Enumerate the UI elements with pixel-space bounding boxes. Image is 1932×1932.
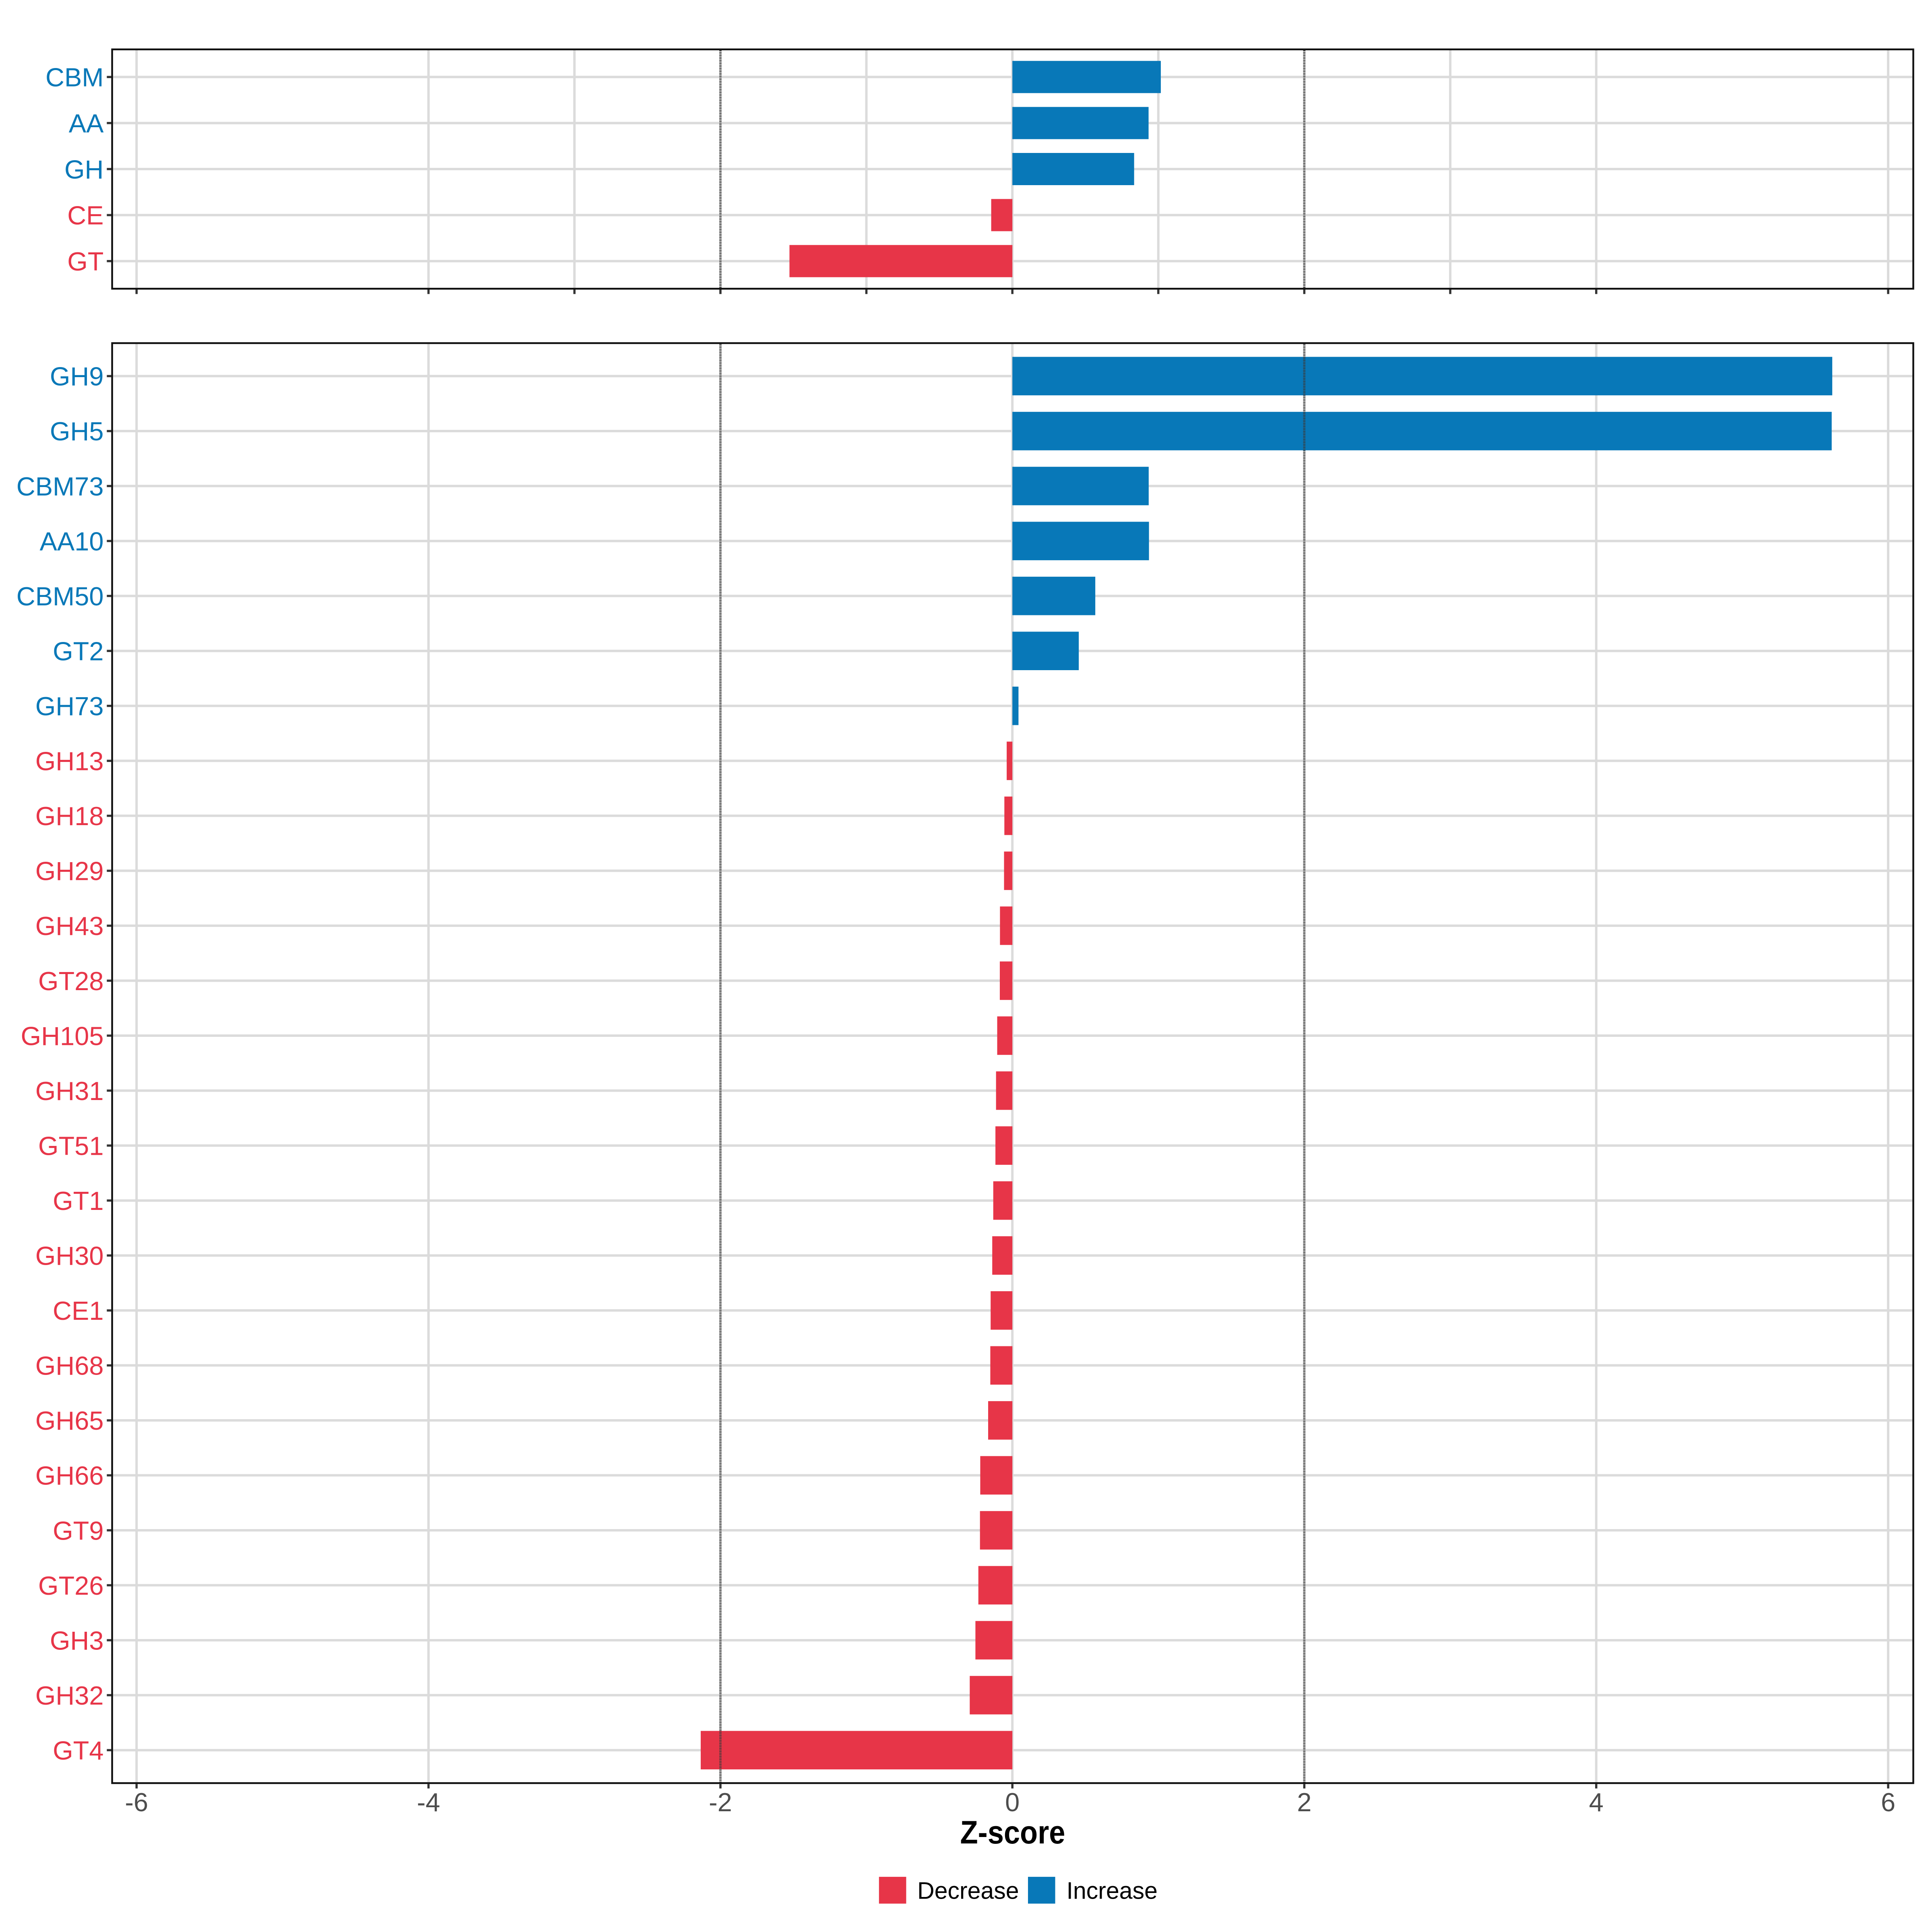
svg-text:GH: GH xyxy=(64,155,104,184)
svg-text:Z-score: Z-score xyxy=(960,1814,1065,1851)
svg-text:GH29: GH29 xyxy=(35,857,104,886)
svg-text:CE: CE xyxy=(67,201,103,230)
svg-text:CBM73: CBM73 xyxy=(17,472,104,501)
svg-text:GT26: GT26 xyxy=(38,1571,104,1600)
svg-text:GT28: GT28 xyxy=(38,966,104,996)
svg-text:GH66: GH66 xyxy=(35,1461,104,1490)
svg-text:Decrease: Decrease xyxy=(917,1878,1019,1904)
svg-text:CBM50: CBM50 xyxy=(17,582,104,611)
svg-text:GH13: GH13 xyxy=(35,747,104,776)
svg-text:GH31: GH31 xyxy=(35,1076,104,1106)
svg-text:GH18: GH18 xyxy=(35,801,104,831)
svg-text:GT: GT xyxy=(67,247,103,276)
svg-text:0: 0 xyxy=(1005,1788,1020,1817)
svg-text:GH73: GH73 xyxy=(35,691,104,721)
svg-text:AA10: AA10 xyxy=(39,526,103,556)
svg-text:-6: -6 xyxy=(125,1788,148,1817)
svg-text:CBM: CBM xyxy=(45,63,103,92)
svg-text:GT1: GT1 xyxy=(53,1186,103,1216)
svg-text:GT9: GT9 xyxy=(53,1516,103,1545)
svg-text:GH3: GH3 xyxy=(50,1626,104,1655)
svg-text:-2: -2 xyxy=(709,1788,732,1817)
svg-text:GT4: GT4 xyxy=(53,1736,103,1765)
svg-text:GH9: GH9 xyxy=(50,362,104,391)
svg-text:6: 6 xyxy=(1881,1788,1895,1817)
svg-text:AA: AA xyxy=(69,109,104,138)
svg-text:GH105: GH105 xyxy=(21,1021,104,1051)
svg-text:GT51: GT51 xyxy=(38,1131,104,1160)
svg-text:-4: -4 xyxy=(417,1788,440,1817)
svg-text:GH32: GH32 xyxy=(35,1681,104,1710)
svg-text:Increase: Increase xyxy=(1067,1878,1158,1904)
svg-text:2: 2 xyxy=(1297,1788,1311,1817)
svg-text:GH5: GH5 xyxy=(50,417,104,446)
svg-text:GH30: GH30 xyxy=(35,1241,104,1271)
svg-text:4: 4 xyxy=(1589,1788,1604,1817)
svg-text:GH68: GH68 xyxy=(35,1351,104,1381)
svg-text:CE1: CE1 xyxy=(53,1296,103,1325)
svg-text:GT2: GT2 xyxy=(53,637,103,666)
svg-text:GH65: GH65 xyxy=(35,1406,104,1435)
svg-text:GH43: GH43 xyxy=(35,911,104,941)
